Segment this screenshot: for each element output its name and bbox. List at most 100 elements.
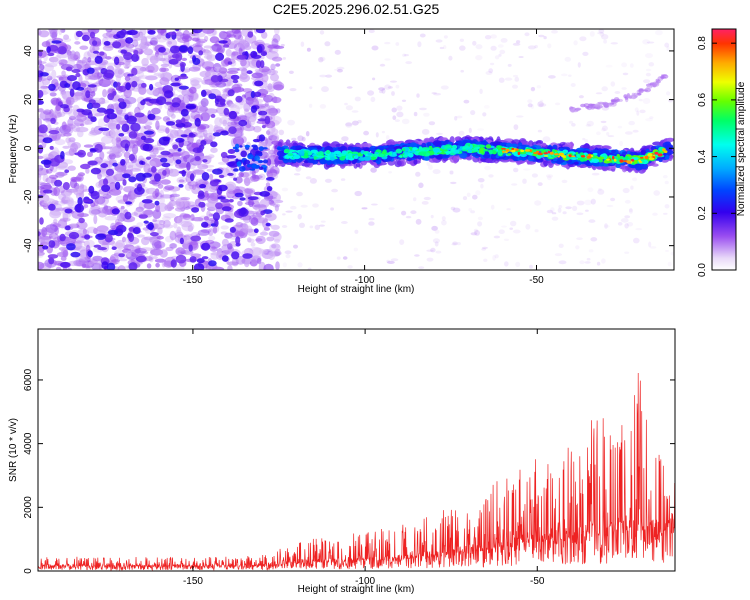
heatmap-cell bbox=[90, 90, 96, 97]
heatmap-cell bbox=[154, 173, 161, 182]
heatmap-cell bbox=[109, 159, 114, 165]
heatmap-cell bbox=[145, 187, 158, 195]
heatmap-cell bbox=[194, 155, 201, 162]
heatmap-cell bbox=[418, 151, 427, 156]
heatmap-cell bbox=[125, 43, 135, 49]
heatmap-cell bbox=[271, 251, 283, 256]
heatmap-cell bbox=[305, 131, 310, 137]
heatmap-cell bbox=[150, 247, 156, 253]
heatmap-cell bbox=[601, 127, 606, 132]
heatmap-cell bbox=[203, 128, 208, 138]
heatmap-cell bbox=[517, 151, 521, 156]
heatmap-cell bbox=[347, 152, 353, 157]
heatmap-cell bbox=[416, 93, 420, 98]
heatmap-cell bbox=[149, 40, 158, 45]
heatmap-cell bbox=[62, 182, 70, 190]
heatmap-cell bbox=[619, 140, 623, 147]
heatmap-cell bbox=[381, 88, 386, 94]
heatmap-cell bbox=[200, 98, 209, 107]
heatmap-cell bbox=[670, 251, 674, 256]
heatmap-cell bbox=[195, 32, 206, 38]
heatmap-cell bbox=[97, 247, 107, 251]
heatmap-cell bbox=[197, 193, 205, 200]
heatmap-cell bbox=[198, 50, 204, 56]
heatmap-cell bbox=[247, 196, 259, 201]
heatmap-cell bbox=[51, 69, 57, 80]
heatmap-cell bbox=[597, 189, 605, 195]
heatmap-cell bbox=[381, 130, 385, 134]
heatmap-cell bbox=[398, 155, 403, 158]
heatmap-cell bbox=[38, 108, 44, 113]
heatmap-cell bbox=[112, 90, 117, 96]
heatmap-cell bbox=[485, 71, 493, 75]
heatmap-cell bbox=[190, 110, 201, 120]
heatmap-cell bbox=[97, 207, 109, 214]
heatmap-cell bbox=[639, 161, 643, 163]
heatmap-cell bbox=[83, 199, 92, 203]
heatmap-cell bbox=[97, 172, 102, 180]
heatmap-cell bbox=[588, 249, 594, 253]
heatmap-cell bbox=[613, 158, 617, 162]
heatmap-cell bbox=[297, 213, 302, 220]
heatmap-cell bbox=[596, 131, 601, 136]
heatmap-cell bbox=[253, 91, 262, 98]
heatmap-cell bbox=[175, 119, 182, 125]
heatmap-cell bbox=[80, 163, 91, 170]
heatmap-cell bbox=[143, 125, 152, 130]
heatmap-cell bbox=[511, 149, 516, 153]
heatmap-cell bbox=[421, 201, 429, 205]
heatmap-cell bbox=[629, 208, 633, 214]
heatmap-cell bbox=[165, 235, 174, 243]
heatmap-cell bbox=[351, 120, 359, 126]
heatmap-cell bbox=[252, 247, 265, 258]
heatmap-cell bbox=[162, 169, 167, 176]
heatmap-cell bbox=[163, 90, 174, 99]
heatmap-cell bbox=[211, 245, 216, 250]
heatmap-cell bbox=[38, 261, 45, 270]
heatmap-cell bbox=[607, 102, 613, 107]
heatmap-cell bbox=[41, 227, 48, 237]
heatmap-cell bbox=[512, 84, 518, 89]
heatmap-cell bbox=[121, 236, 127, 243]
heatmap-cell bbox=[626, 160, 632, 164]
heatmap-cell bbox=[86, 226, 98, 234]
heatmap-cell bbox=[168, 58, 179, 65]
heatmap-cell bbox=[174, 200, 184, 209]
heatmap-cell bbox=[454, 116, 458, 121]
heatmap-cell bbox=[222, 119, 228, 127]
heatmap-cell bbox=[565, 206, 572, 210]
heatmap-cell bbox=[178, 85, 189, 90]
heatmap-cell bbox=[463, 99, 470, 104]
heatmap-cell bbox=[443, 45, 447, 50]
heatmap-cell bbox=[100, 146, 113, 150]
heatmap-cell bbox=[74, 41, 81, 45]
heatmap-cell bbox=[229, 59, 237, 67]
heatmap-cell bbox=[136, 222, 144, 228]
heatmap-cell bbox=[401, 210, 407, 216]
heatmap-cell bbox=[129, 168, 142, 172]
heatmap-cell bbox=[624, 215, 631, 219]
heatmap-cell bbox=[203, 216, 209, 221]
heatmap-cell bbox=[413, 159, 418, 165]
heatmap-cell bbox=[653, 190, 660, 196]
heatmap-cell bbox=[316, 155, 324, 158]
heatmap-cell bbox=[62, 250, 69, 258]
heatmap-cell bbox=[588, 153, 592, 156]
heatmap-cell bbox=[291, 137, 297, 141]
heatmap-cell bbox=[413, 197, 417, 202]
heatmap-cell bbox=[63, 192, 71, 201]
heatmap-cell bbox=[263, 263, 274, 270]
heatmap-cell bbox=[277, 141, 283, 147]
heatmap-cell bbox=[610, 99, 618, 103]
heatmap-cell bbox=[136, 70, 145, 78]
heatmap-cell bbox=[319, 74, 327, 78]
heatmap-cell bbox=[88, 185, 95, 194]
heatmap-cell bbox=[340, 178, 346, 181]
heatmap-cell bbox=[105, 168, 115, 176]
heatmap-cell bbox=[228, 40, 241, 46]
heatmap-cell bbox=[188, 66, 201, 72]
heatmap-cell bbox=[48, 29, 58, 35]
heatmap-cell bbox=[428, 121, 436, 126]
heatmap-cell bbox=[569, 120, 574, 124]
heatmap-cell bbox=[584, 199, 592, 206]
